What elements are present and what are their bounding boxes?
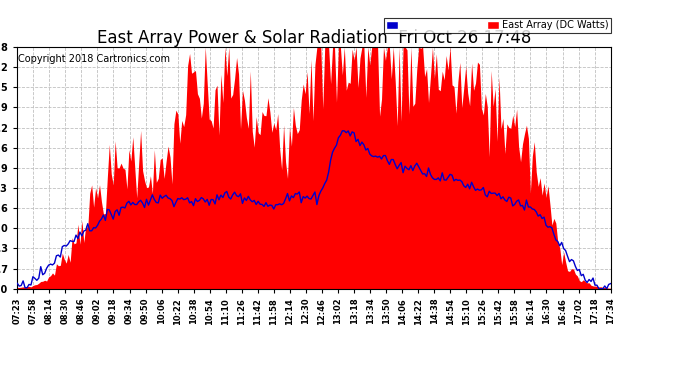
Text: Copyright 2018 Cartronics.com: Copyright 2018 Cartronics.com <box>19 54 170 64</box>
Legend: Radiation (w/m2), East Array (DC Watts): Radiation (w/m2), East Array (DC Watts) <box>384 18 611 33</box>
Title: East Array Power & Solar Radiation  Fri Oct 26 17:48: East Array Power & Solar Radiation Fri O… <box>97 29 531 47</box>
